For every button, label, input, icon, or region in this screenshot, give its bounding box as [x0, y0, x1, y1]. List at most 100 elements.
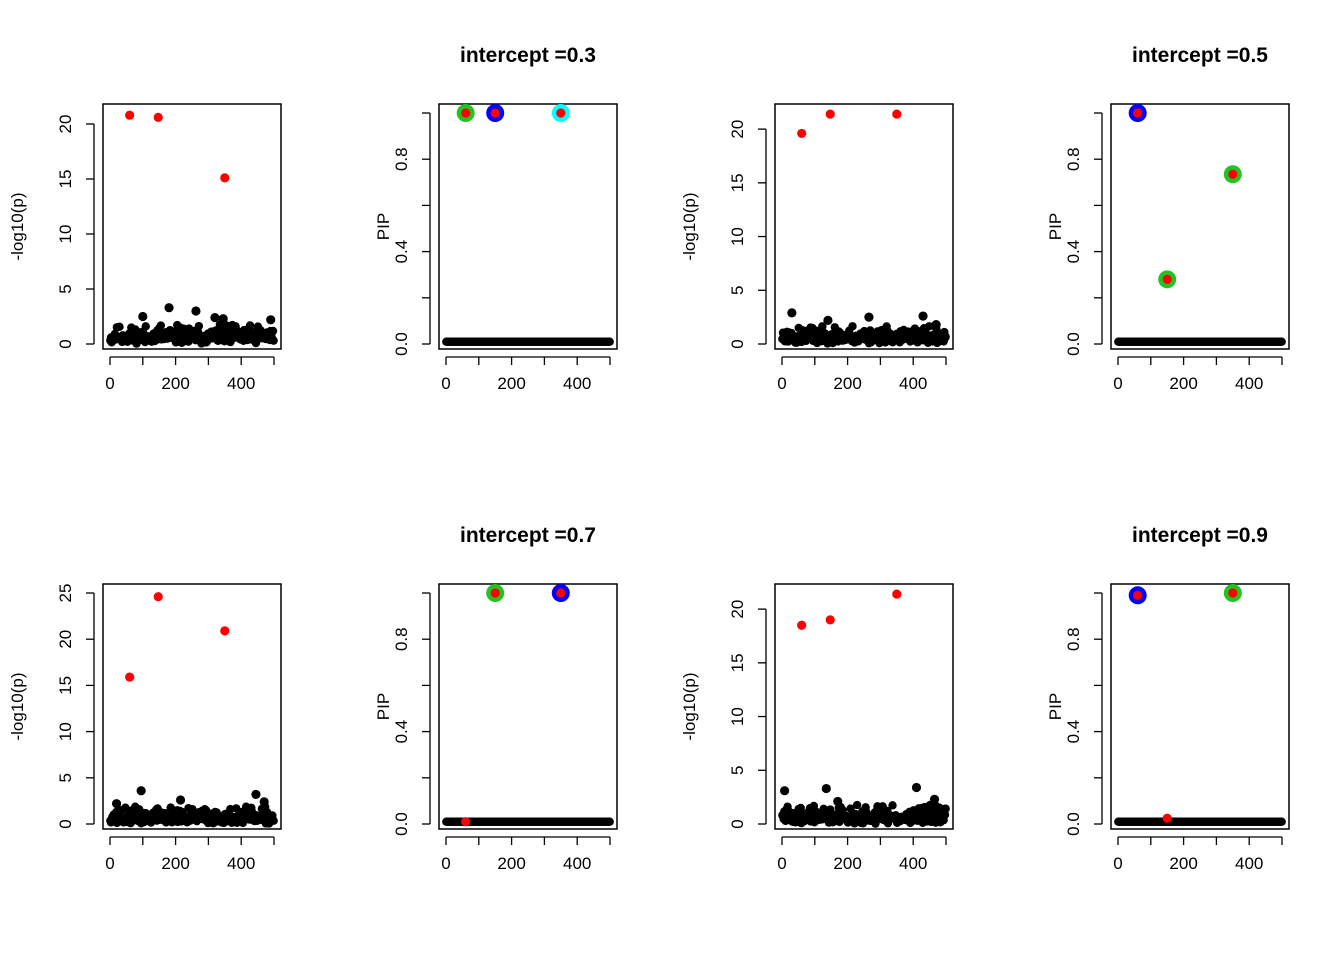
- x-tick-label: 400: [899, 854, 927, 873]
- y-tick-label: 0: [728, 819, 747, 828]
- data-point: [780, 786, 790, 796]
- data-point: [210, 313, 220, 323]
- panel-8: 0 200 400 0.0 0.4 0.8 PIP intercept =0.9: [1046, 524, 1290, 873]
- data-point: [787, 308, 797, 318]
- plot-frame: [774, 583, 954, 830]
- x-tick-label: 400: [899, 374, 927, 393]
- y-tick-label: 15: [728, 173, 747, 192]
- y-tick-label: 10: [56, 722, 75, 741]
- y-tick-label: 0.4: [1064, 720, 1083, 744]
- x-tick-label: 400: [1235, 374, 1263, 393]
- data-point: [1277, 337, 1286, 346]
- data-point: [826, 805, 835, 814]
- x-tick-label: 200: [1169, 374, 1197, 393]
- y-axis-label: PIP: [374, 213, 393, 240]
- causal-point: [490, 108, 500, 118]
- panel-title: intercept =0.5: [1132, 44, 1268, 67]
- x-tick-label: 400: [563, 854, 591, 873]
- y-axis-label: -log10(p): [8, 192, 27, 260]
- data-point: [929, 794, 940, 804]
- y-tick-label: 0.8: [392, 627, 411, 651]
- causal-point: [461, 817, 471, 827]
- panel-2: 0 200 400 0.0 0.4 0.8 PIP intercept =0.3: [374, 44, 618, 393]
- y-tick-label: 0.4: [392, 240, 411, 264]
- causal-point: [825, 615, 835, 625]
- y-tick-label: 20: [56, 115, 75, 134]
- x-tick-label: 200: [497, 374, 525, 393]
- panel-3: 0 200 400 0 5 10 15 20 -log10(p): [680, 103, 954, 393]
- data-point: [848, 322, 857, 331]
- y-axis-label: PIP: [1046, 693, 1065, 720]
- y-tick-label: 15: [728, 653, 747, 672]
- panel-title: intercept =0.3: [460, 44, 596, 67]
- causal-point: [153, 592, 163, 602]
- data-point: [141, 322, 150, 331]
- y-tick-label: 0.4: [392, 720, 411, 744]
- panel-7: 0 200 400 0 5 10 15 20 -log10(p): [680, 583, 954, 873]
- causal-point: [556, 108, 566, 118]
- y-tick-label: 10: [728, 227, 747, 246]
- y-axis-label: PIP: [1046, 213, 1065, 240]
- y-tick-label: 10: [728, 707, 747, 726]
- y-tick-label: 5: [56, 773, 75, 782]
- y-tick-label: 15: [56, 170, 75, 189]
- x-tick-label: 200: [161, 854, 189, 873]
- data-point: [918, 311, 928, 321]
- data-point: [251, 789, 261, 800]
- data-point: [605, 817, 614, 826]
- causal-point: [797, 620, 807, 630]
- y-tick-label: 0.0: [1064, 812, 1083, 836]
- data-point: [194, 321, 204, 331]
- causal-point: [1228, 588, 1238, 598]
- causal-point: [825, 109, 835, 119]
- data-point: [259, 797, 269, 807]
- panel-title: intercept =0.9: [1132, 524, 1268, 547]
- data-point: [166, 803, 175, 812]
- y-axis-label: -log10(p): [680, 192, 699, 260]
- panel-1: 0 200 400 0 5 10 15 20 -log10(p): [8, 103, 282, 393]
- plot-frame: [438, 583, 618, 830]
- data-point: [268, 326, 278, 336]
- data-point: [136, 786, 146, 796]
- x-tick-label: 0: [1113, 374, 1122, 393]
- causal-point: [1162, 274, 1172, 284]
- causal-point: [556, 588, 566, 598]
- causal-point: [220, 626, 230, 636]
- data-point: [269, 336, 278, 345]
- y-tick-label: 0: [56, 819, 75, 828]
- data-point: [941, 804, 950, 813]
- causal-point: [125, 672, 135, 682]
- data-point: [1277, 817, 1286, 826]
- panel-4: 0 200 400 0.0 0.4 0.8 PIP intercept =0.5: [1046, 44, 1290, 393]
- causal-point: [220, 173, 230, 183]
- data-point: [269, 816, 278, 825]
- y-tick-label: 0.8: [1064, 627, 1083, 651]
- causal-point: [153, 112, 163, 122]
- data-point: [852, 800, 862, 810]
- x-tick-label: 0: [1113, 854, 1122, 873]
- x-tick-label: 200: [833, 854, 861, 873]
- x-tick-label: 200: [497, 854, 525, 873]
- y-tick-label: 0.0: [392, 812, 411, 836]
- y-axis-label: -log10(p): [680, 672, 699, 740]
- y-tick-label: 20: [728, 120, 747, 139]
- y-tick-label: 20: [728, 600, 747, 619]
- y-tick-label: 0.8: [392, 147, 411, 171]
- y-tick-label: 0: [56, 339, 75, 348]
- plot-frame: [1110, 583, 1290, 830]
- data-point: [821, 783, 831, 794]
- x-tick-label: 0: [777, 374, 786, 393]
- x-tick-label: 400: [227, 374, 255, 393]
- plot-frame: [102, 103, 282, 350]
- data-point: [218, 314, 228, 324]
- causal-point: [892, 109, 902, 119]
- plot-frame: [102, 583, 282, 830]
- x-tick-label: 400: [227, 854, 255, 873]
- y-tick-label: 15: [56, 676, 75, 695]
- y-tick-label: 0.4: [1064, 240, 1083, 264]
- y-tick-label: 5: [728, 766, 747, 775]
- data-point: [888, 801, 897, 810]
- y-tick-label: 25: [56, 584, 75, 603]
- y-axis-label: -log10(p): [8, 672, 27, 740]
